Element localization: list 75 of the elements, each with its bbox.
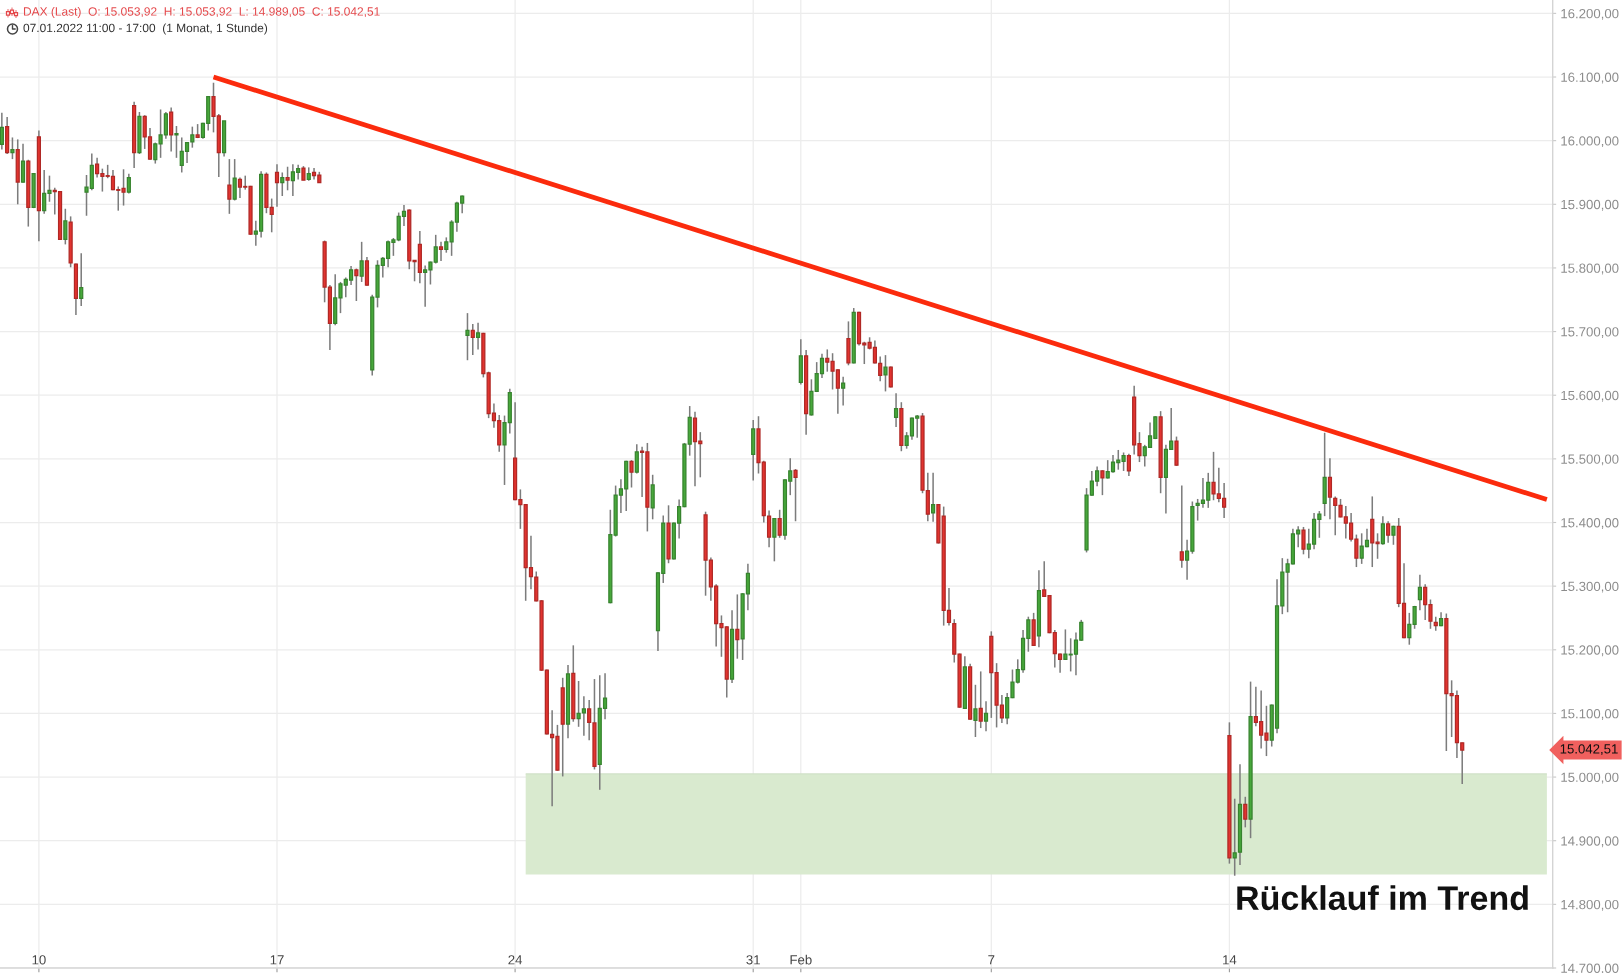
y-tick-label: 16.000,00 xyxy=(1561,136,1619,148)
x-tick-label: 17 xyxy=(270,955,284,965)
candlestick xyxy=(63,207,68,246)
candlestick xyxy=(1243,796,1248,829)
candlestick xyxy=(978,670,983,729)
x-tick-label: 24 xyxy=(508,955,523,965)
candlestick xyxy=(475,321,481,351)
candlestick xyxy=(174,125,179,159)
candlestick xyxy=(227,158,232,215)
x-tick-label: Feb xyxy=(790,954,812,965)
x-tick-label: 10 xyxy=(32,955,46,965)
candlestick xyxy=(777,509,782,539)
candlestick xyxy=(1433,615,1438,632)
y-tick-label: 15.000,00 xyxy=(1561,772,1619,784)
y-tick-label: 15.800,00 xyxy=(1561,263,1619,275)
text: 07.01.2022 11:00 - 17:00 (1 Monat, 1 Stunde) xyxy=(23,23,268,35)
y-tick-label: 15.900,00 xyxy=(1561,199,1619,211)
y-tick-label: 14.800,00 xyxy=(1561,899,1619,911)
y-tick-label: 15.700,00 xyxy=(1561,327,1619,339)
candlestick xyxy=(576,680,581,728)
candlestick xyxy=(650,474,655,521)
candlestick xyxy=(1301,526,1306,556)
candlestick xyxy=(274,163,280,208)
candlestick xyxy=(359,241,364,283)
candlestick xyxy=(285,165,290,192)
candlestick xyxy=(772,517,777,563)
candlestick xyxy=(883,354,888,393)
candlestick xyxy=(878,355,883,382)
candlestick xyxy=(841,375,846,407)
candlestick xyxy=(237,176,243,199)
candlestick xyxy=(0,111,4,151)
candlestick xyxy=(232,158,237,202)
candlestick xyxy=(1327,457,1333,521)
candlestick xyxy=(692,411,698,487)
candlestick xyxy=(169,106,174,153)
annotation: Rücklauf im Trend xyxy=(1237,885,1528,911)
candlestick xyxy=(438,241,444,262)
y-tick-label: 15.400,00 xyxy=(1561,518,1619,529)
candlestick xyxy=(10,136,15,160)
x-tick-label: 7 xyxy=(988,955,995,965)
candlestick xyxy=(581,695,586,737)
candlestick xyxy=(1386,520,1391,544)
x-tick-label: 31 xyxy=(746,955,760,965)
candlestick xyxy=(354,267,359,302)
candlestick xyxy=(983,700,989,733)
candlestick xyxy=(20,143,26,184)
x-tick-label: 14 xyxy=(1223,955,1237,965)
candlestick xyxy=(930,472,936,523)
candlestick xyxy=(465,312,470,361)
candlestick xyxy=(79,252,84,307)
y-tick-label: 14.900,00 xyxy=(1561,836,1619,848)
y-tick-label: 15.100,00 xyxy=(1561,709,1619,720)
candlestick xyxy=(1417,573,1422,612)
candlestick xyxy=(1200,477,1206,509)
candlestick xyxy=(973,684,978,738)
candlestick xyxy=(470,323,475,356)
y-tick-label: 16.100,00 xyxy=(1561,72,1619,84)
y-tick-label: 15.200,00 xyxy=(1561,645,1619,657)
y-tick-label: 15.600,00 xyxy=(1561,390,1619,402)
y-tick-label: 15.500,00 xyxy=(1561,454,1619,466)
candlestick xyxy=(735,593,740,660)
candlestick xyxy=(1179,484,1184,569)
candlestick xyxy=(634,443,639,475)
candlestick xyxy=(1126,453,1131,477)
candlestick xyxy=(893,392,899,428)
y-tick-label: 15.300,00 xyxy=(1561,581,1619,593)
text: 15.042,51 xyxy=(1560,744,1618,756)
candlestick xyxy=(793,468,798,522)
candlestick xyxy=(1380,515,1385,546)
text: DAX (Last) O: 15.053,92 H: 15.053,92 L: 14.989,05 C: 15.042,51 xyxy=(23,6,380,19)
candlestick xyxy=(629,459,634,489)
candlestick xyxy=(280,171,285,197)
candlestick xyxy=(348,265,354,286)
candlestick xyxy=(1100,469,1105,496)
y-tick-label: 16.200,00 xyxy=(1561,8,1619,20)
